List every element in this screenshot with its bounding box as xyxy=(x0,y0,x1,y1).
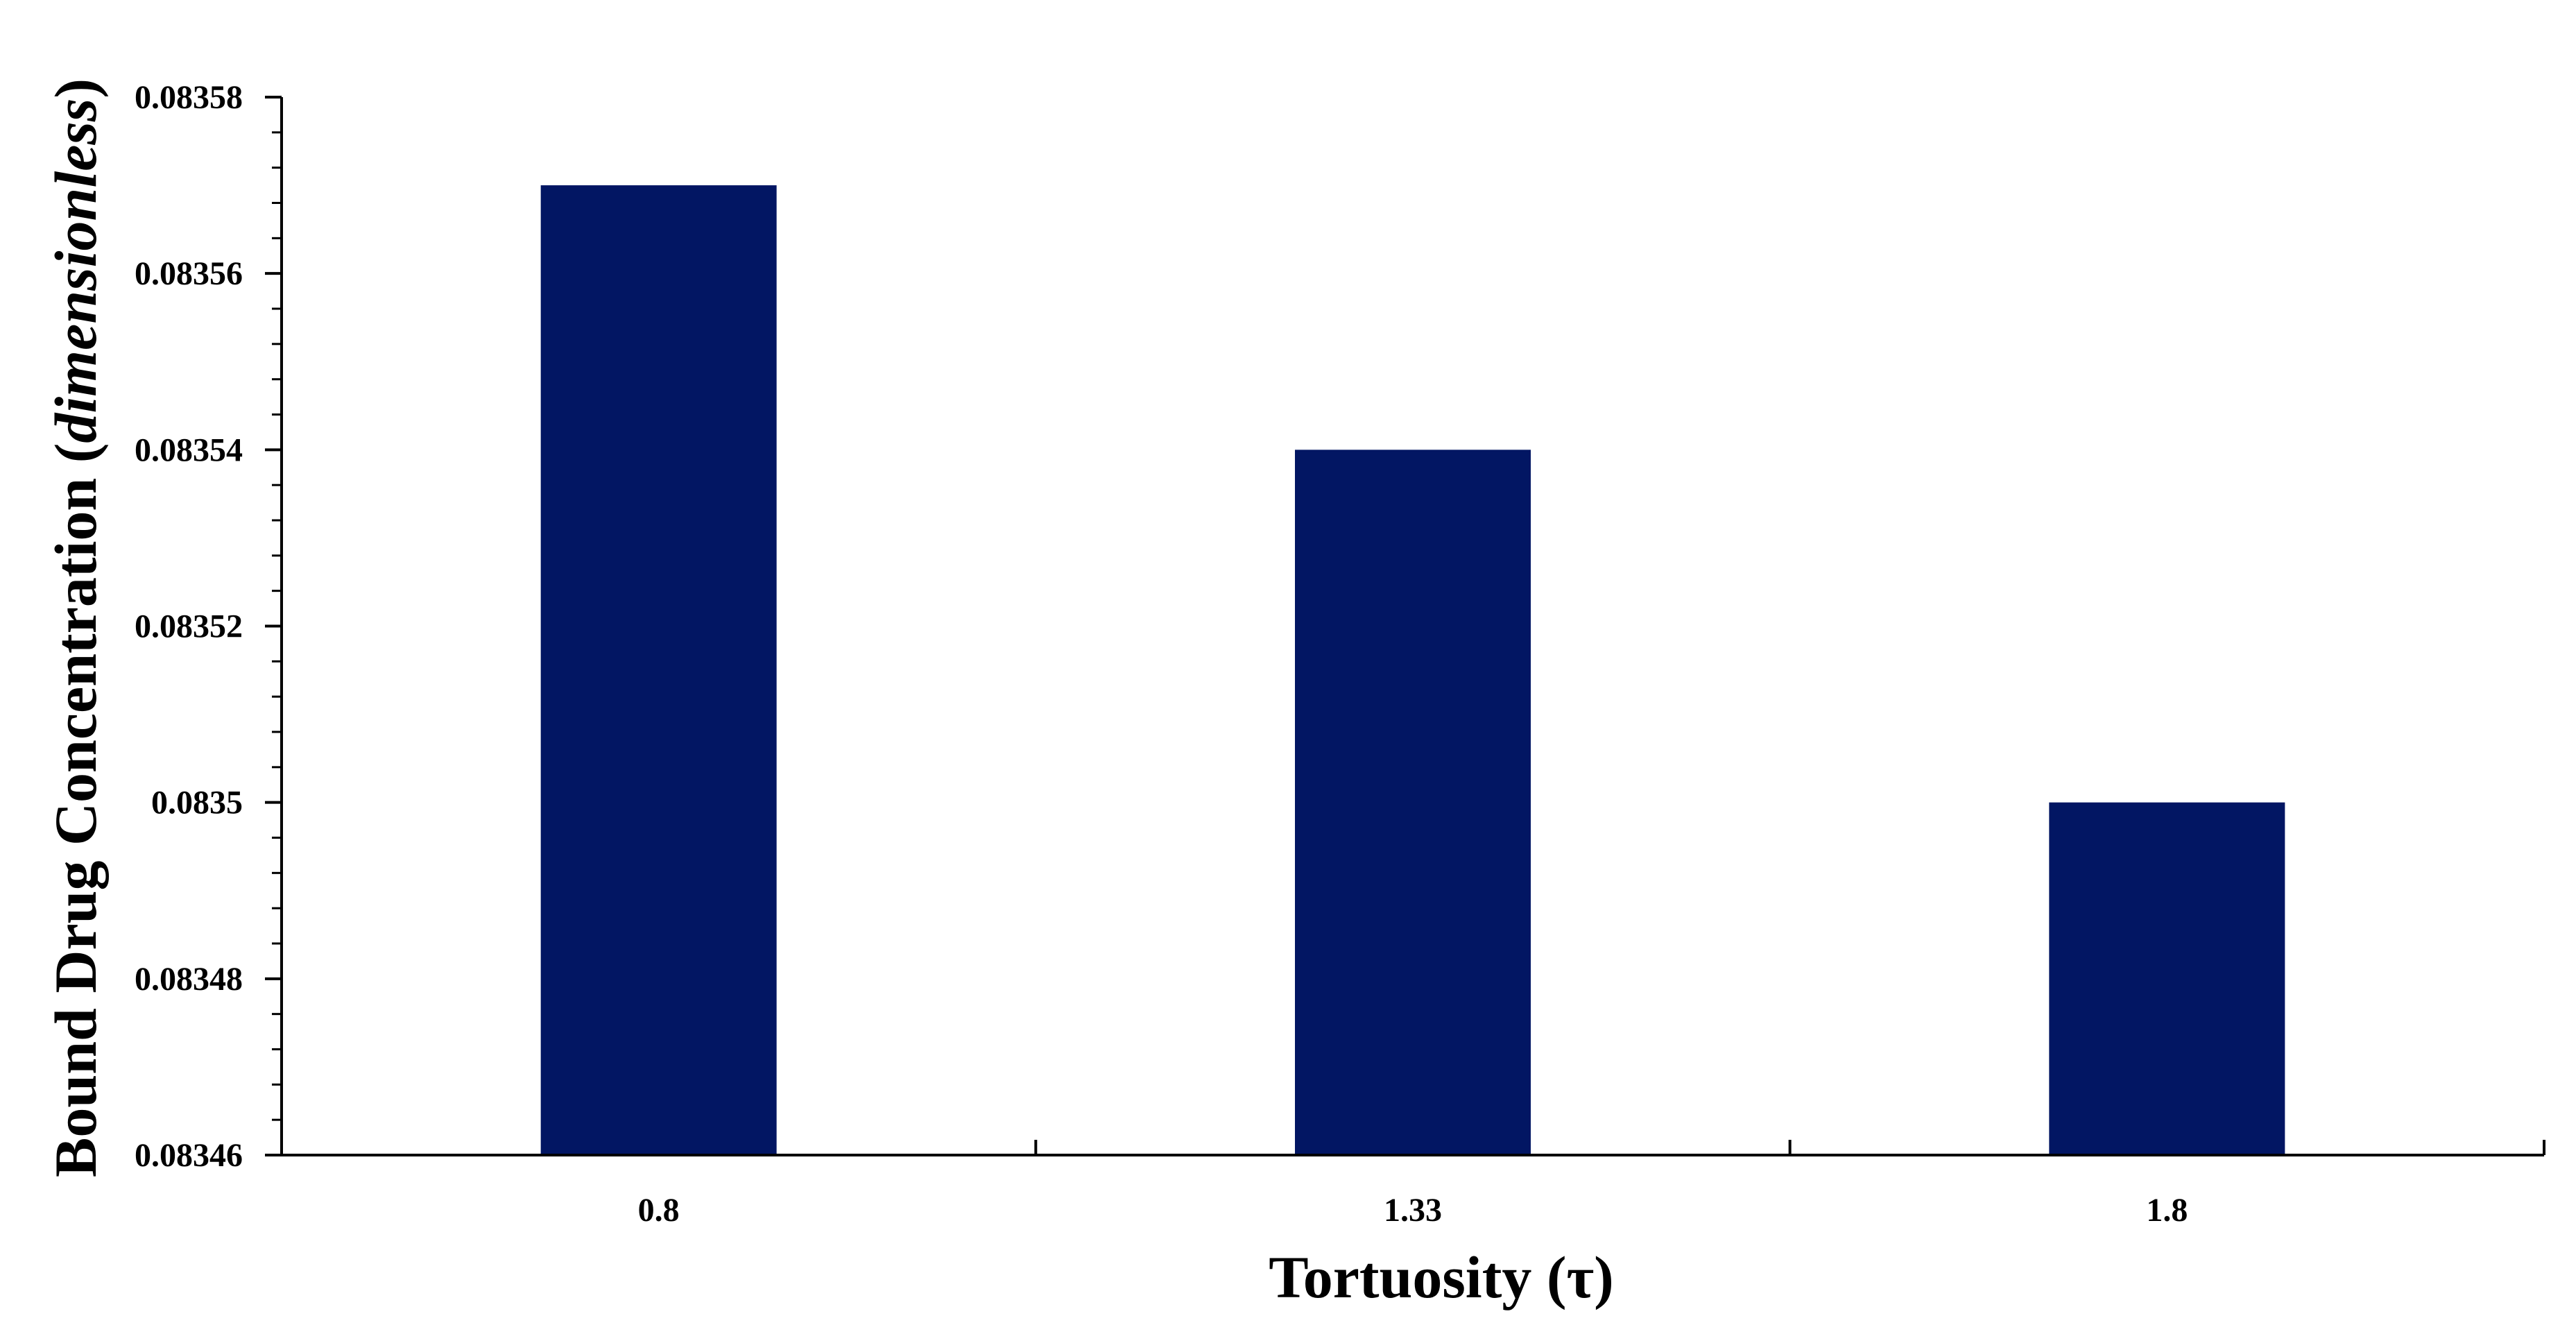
x-tick-label: 1.8 xyxy=(2146,1192,2188,1229)
y-tick-label: 0.08356 xyxy=(135,255,243,292)
bar-1.33 xyxy=(1295,450,1531,1155)
y-axis-title-main: Bound Drug Concentration ( xyxy=(42,443,109,1177)
x-tick-label: 1.33 xyxy=(1384,1192,1442,1229)
y-axis-title: Bound Drug Concentration (dimensionless) xyxy=(42,78,109,1177)
y-tick-label: 0.08358 xyxy=(135,79,243,116)
y-axis-title-unit: dimensionless xyxy=(42,99,109,443)
x-axis-title: Tortuosity (τ) xyxy=(1269,1244,1614,1310)
y-ticks-group: 0.08346 0.08348 0.0835 0.08352 0.08354 0.0835… xyxy=(135,79,282,1174)
bar-0.8 xyxy=(540,185,777,1155)
y-tick-label: 0.0835 xyxy=(151,785,243,821)
bars-group xyxy=(540,185,2285,1155)
y-tick-label: 0.08352 xyxy=(135,608,243,645)
y-axis-title-close: ) xyxy=(42,78,109,99)
y-tick-label: 0.08346 xyxy=(135,1137,243,1174)
x-ticks-group: 0.8 1.33 1.8 xyxy=(638,1140,2545,1229)
y-tick-label: 0.08348 xyxy=(135,961,243,998)
x-tick-label: 0.8 xyxy=(638,1192,680,1229)
bar-1.8 xyxy=(2049,802,2285,1155)
y-tick-label: 0.08354 xyxy=(135,432,243,468)
